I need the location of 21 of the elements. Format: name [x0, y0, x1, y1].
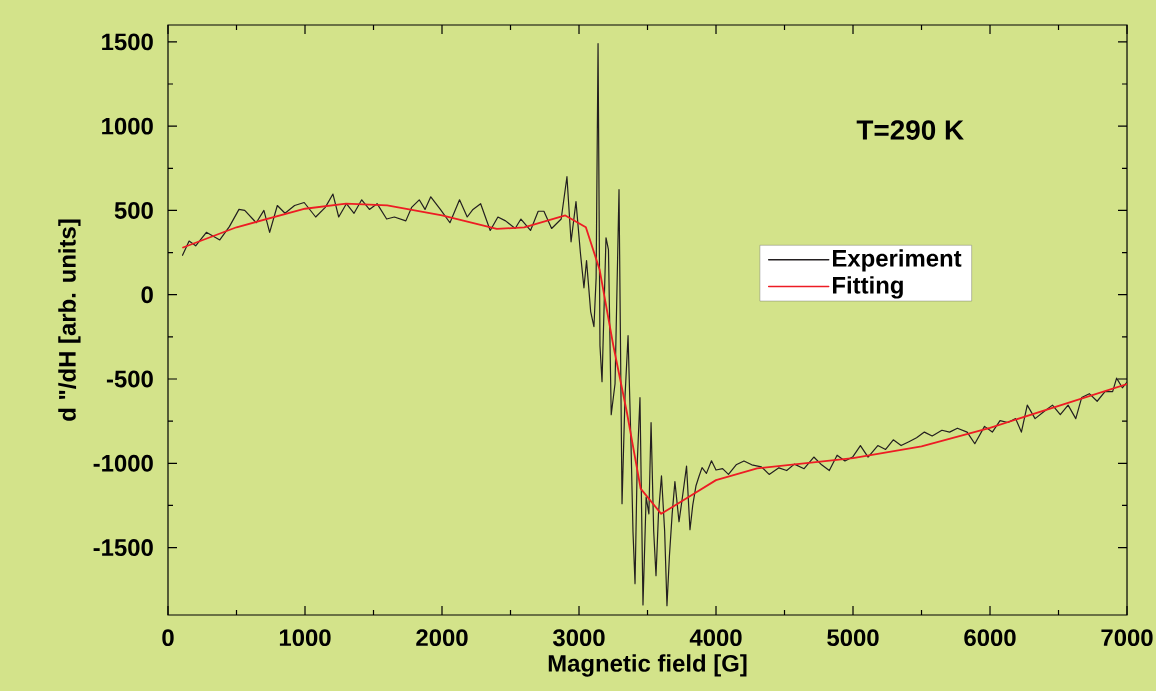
y-tick-label: -1000 — [93, 454, 153, 472]
x-tick-label: 7000 — [1101, 629, 1153, 647]
y-tick-label: 500 — [114, 201, 153, 219]
line-series — [181, 43, 1128, 607]
y-tick-label: 0 — [141, 286, 153, 304]
x-tick-label: 1000 — [279, 629, 331, 647]
y-axis-title: d "/dH [arb. units] — [58, 219, 81, 421]
y-tick-label: 1000 — [102, 117, 153, 135]
x-axis-title: Magnetic field [G] — [548, 654, 747, 677]
x-tick-label: 6000 — [964, 629, 1016, 647]
legend-label: Fitting — [833, 276, 903, 299]
y-tick-label: -1500 — [93, 539, 153, 557]
x-tick-label: 2000 — [416, 629, 468, 647]
y-tick-label: -500 — [106, 370, 153, 388]
x-tick-label: 0 — [162, 629, 174, 647]
x-tick-label: 5000 — [827, 629, 879, 647]
annotation: T=290 K — [856, 120, 964, 140]
y-tick-label: 1500 — [102, 33, 153, 51]
legend-label: Experiment — [833, 249, 962, 272]
x-tick-label: 3000 — [552, 629, 605, 647]
x-tick-label: 4000 — [689, 629, 742, 647]
